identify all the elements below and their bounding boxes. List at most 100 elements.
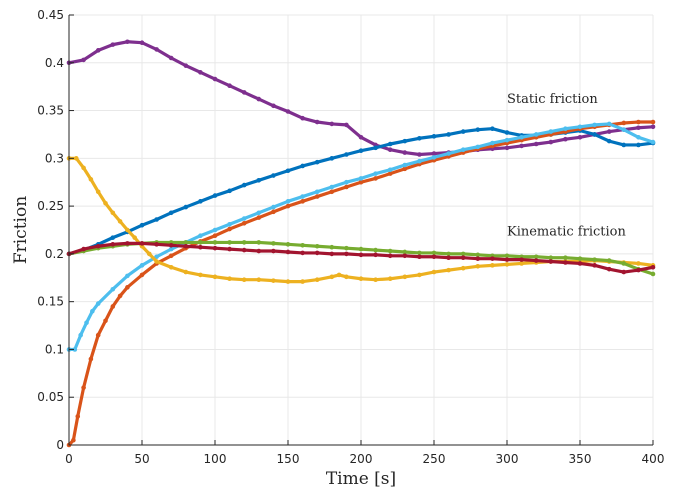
x-axis-label: Time [s] [326, 469, 396, 489]
data-point [103, 318, 108, 324]
y-axis-label: Friction [11, 196, 31, 264]
data-point [314, 250, 320, 256]
data-point [285, 203, 291, 209]
data-point [650, 264, 656, 270]
data-point [344, 122, 349, 128]
data-point [490, 126, 495, 132]
data-point [329, 244, 335, 250]
data-point [256, 277, 262, 282]
data-point [563, 260, 568, 265]
data-point [329, 156, 335, 161]
data-point [606, 138, 612, 144]
data-point [446, 132, 451, 137]
data-point [241, 182, 247, 188]
data-point [475, 252, 481, 258]
data-point [314, 194, 320, 199]
data-point [271, 278, 276, 283]
data-point [460, 251, 466, 257]
data-point [285, 249, 291, 255]
data-point [475, 144, 481, 150]
data-point [75, 414, 81, 419]
x-tick-label: 350 [569, 452, 592, 466]
data-point [285, 279, 291, 284]
data-point [285, 109, 291, 114]
data-point [636, 119, 641, 125]
data-point [81, 165, 86, 171]
data-point [198, 233, 203, 239]
data-point [636, 125, 641, 131]
data-point [271, 248, 276, 254]
data-point [548, 129, 554, 134]
data-point [154, 254, 159, 260]
data-point [183, 204, 189, 210]
data-point [358, 179, 364, 185]
data-point [431, 155, 437, 160]
data-point [183, 240, 189, 245]
y-tick-label: 0.4 [45, 56, 64, 70]
data-point [329, 121, 335, 127]
data-point [504, 130, 510, 135]
data-point [621, 127, 627, 132]
series-6 [66, 241, 656, 275]
x-tick-label: 150 [277, 452, 300, 466]
data-point [95, 189, 101, 195]
data-point [300, 250, 305, 256]
data-point [344, 274, 349, 280]
data-point [212, 233, 218, 239]
data-point [110, 210, 116, 216]
data-point [344, 245, 349, 251]
data-point [344, 152, 349, 157]
data-point [74, 156, 79, 161]
data-point [300, 194, 305, 199]
data-point [72, 347, 78, 352]
data-point [460, 129, 466, 134]
data-point [212, 227, 218, 233]
y-tick-label: 0.3 [45, 151, 64, 165]
data-point [402, 138, 408, 144]
data-point [533, 254, 539, 260]
data-point [212, 76, 218, 82]
data-point [198, 199, 203, 204]
x-tick-label: 100 [204, 452, 227, 466]
data-point [314, 159, 320, 165]
data-point [212, 240, 218, 245]
y-tick-label: 0.35 [37, 104, 64, 118]
data-point [358, 276, 364, 282]
data-point [198, 70, 203, 75]
data-point [285, 168, 291, 174]
data-point [139, 222, 145, 228]
data-point [344, 184, 349, 190]
tick-labels: 0 50 100 150 200 250 300 350 400 0 0.05 0.1 0.15 0.2 0… [37, 8, 664, 466]
data-point [402, 150, 408, 155]
data-point [110, 42, 116, 47]
data-point [548, 139, 554, 145]
data-point [402, 253, 408, 259]
data-point [548, 255, 554, 261]
data-point [431, 269, 437, 275]
y-tick-label: 0.45 [37, 8, 64, 22]
data-point [256, 96, 262, 102]
data-point [519, 261, 524, 266]
data-point [147, 251, 152, 257]
data-point [168, 55, 174, 61]
data-point [154, 217, 159, 222]
data-point [314, 277, 320, 282]
data-point [88, 177, 94, 182]
data-point [300, 163, 305, 169]
data-point [533, 132, 539, 137]
data-point [431, 254, 437, 260]
data-point [504, 145, 510, 151]
data-point [344, 251, 349, 257]
data-point [227, 226, 232, 232]
data-point [358, 246, 364, 252]
data-point [95, 48, 101, 53]
data-point [103, 200, 108, 206]
data-point [271, 241, 276, 246]
data-point [387, 141, 393, 147]
data-point [139, 40, 145, 46]
annotation-label: Static friction [507, 92, 598, 107]
data-point [475, 256, 481, 261]
data-point [329, 184, 335, 190]
